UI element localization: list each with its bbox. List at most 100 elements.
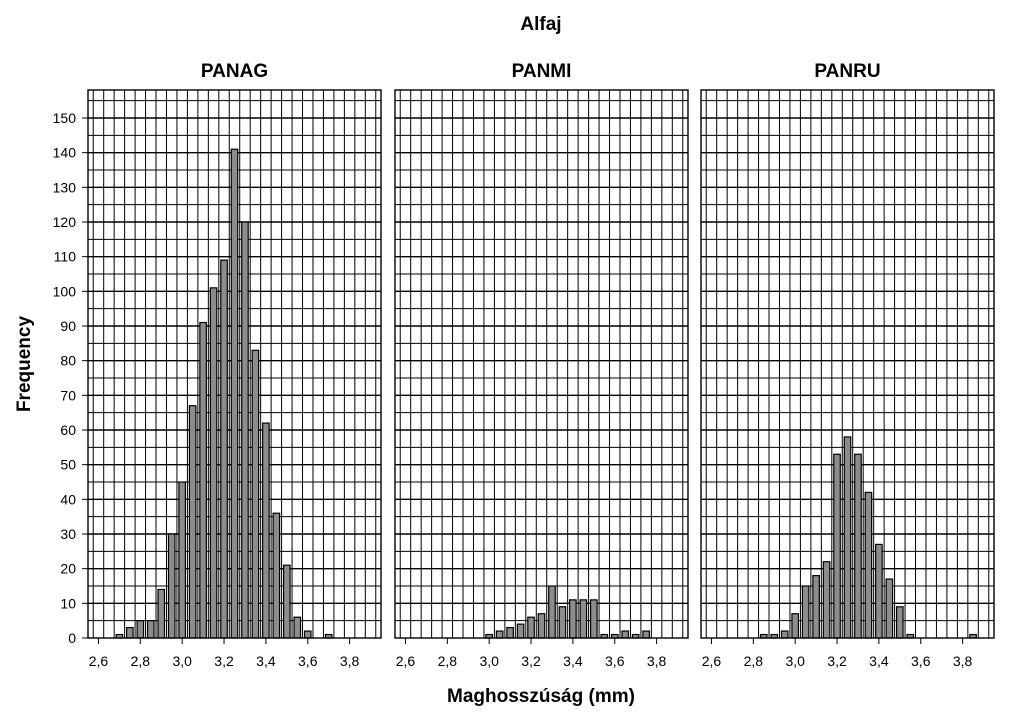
x-tick-label: 2,8 <box>438 653 458 669</box>
y-tick-label: 140 <box>53 145 77 161</box>
bar <box>569 599 577 639</box>
plot-frame <box>700 89 995 639</box>
bar <box>527 616 535 639</box>
bar <box>157 588 166 639</box>
x-tick-label: 2,8 <box>131 653 151 669</box>
bar <box>220 259 228 639</box>
x-axis: 2,6 2,8 3,0 3,2 3,4 3,6 3,8 <box>89 638 360 669</box>
bar <box>537 613 546 639</box>
y-tick-label: 120 <box>53 214 77 230</box>
bar <box>895 606 904 639</box>
x-tick-label: 3,0 <box>172 653 192 669</box>
x-tick-label: 3,0 <box>479 653 499 669</box>
x-tick-label: 3,6 <box>911 653 931 669</box>
panel-title: PANRU <box>814 61 880 82</box>
bar <box>791 613 800 639</box>
panels: PANAG 2,6 2,8 3,0 3,2 3,4 3,6 3,8 0 10 20 30 40 50 60 7… <box>53 61 995 669</box>
bar <box>126 626 134 639</box>
bar <box>209 287 218 639</box>
bars <box>485 585 650 639</box>
y-tick-label: 70 <box>60 387 76 403</box>
y-tick-label: 20 <box>60 561 76 577</box>
y-tick-label: 50 <box>60 457 76 473</box>
bar <box>589 599 598 639</box>
bar <box>801 585 810 639</box>
bar <box>230 148 239 639</box>
grid <box>701 90 994 638</box>
plot-frame <box>87 89 382 639</box>
x-tick-label: 3,8 <box>953 653 973 669</box>
y-tick-label: 130 <box>53 179 77 195</box>
y-tick-label: 40 <box>60 491 76 507</box>
y-tick-label: 150 <box>53 110 77 126</box>
y-tick-label: 90 <box>60 318 76 334</box>
bar <box>495 630 504 639</box>
bar <box>875 543 883 639</box>
x-tick-label: 3,4 <box>256 653 276 669</box>
y-tick-label: 80 <box>60 353 76 369</box>
bar <box>516 623 525 639</box>
bar <box>579 599 588 639</box>
panel-title: PANMI <box>512 61 572 82</box>
x-tick-label: 3,6 <box>605 653 625 669</box>
panel-panag: PANAG 2,6 2,8 3,0 3,2 3,4 3,6 3,8 0 10 20 30 40 50 60 7… <box>53 61 382 669</box>
panel-panru: PANRU 2,6 2,8 3,0 3,2 3,4 3,6 3,8 <box>700 61 995 669</box>
bar <box>780 630 789 639</box>
x-tick-label: 2,8 <box>744 653 764 669</box>
y-tick-label: 60 <box>60 422 76 438</box>
x-tick-label: 3,0 <box>785 653 805 669</box>
bar <box>642 630 650 639</box>
x-tick-label: 3,8 <box>340 653 360 669</box>
bar <box>621 630 630 639</box>
y-tick-label: 110 <box>54 249 77 265</box>
bar <box>146 620 155 639</box>
x-axis-label: Maghosszúság (mm) <box>447 686 635 707</box>
bar <box>864 491 873 639</box>
y-tick-label: 100 <box>53 283 77 299</box>
bar <box>251 349 260 639</box>
plot-area <box>395 90 688 638</box>
bar <box>167 533 176 639</box>
x-tick-label: 3,4 <box>563 653 583 669</box>
x-axis: 2,6 2,8 3,0 3,2 3,4 3,6 3,8 <box>396 638 667 669</box>
x-tick-label: 2,6 <box>396 653 416 669</box>
bar <box>854 453 862 639</box>
bar <box>241 221 249 639</box>
x-tick-label: 3,2 <box>827 653 847 669</box>
x-tick-label: 2,6 <box>702 653 722 669</box>
x-tick-label: 3,8 <box>647 653 667 669</box>
bar <box>506 626 514 639</box>
bar <box>833 453 841 639</box>
bar <box>136 620 145 639</box>
bar <box>272 512 281 639</box>
bar <box>262 422 270 639</box>
bar <box>548 585 556 639</box>
bar <box>812 574 820 639</box>
y-axis-label: Frequency <box>14 316 35 413</box>
y-tick-label: 30 <box>60 526 76 542</box>
x-tick-label: 3,2 <box>214 653 234 669</box>
y-tick-label: 0 <box>68 630 76 646</box>
bar <box>885 578 894 639</box>
x-tick-label: 2,6 <box>89 653 109 669</box>
panel-panmi: PANMI 2,6 2,8 3,0 3,2 3,4 3,6 3,8 <box>394 61 689 669</box>
x-axis: 2,6 2,8 3,0 3,2 3,4 3,6 3,8 <box>702 638 973 669</box>
bar <box>558 606 567 639</box>
chart-title: Alfaj <box>520 14 561 35</box>
bar <box>178 481 187 639</box>
bar <box>822 561 831 639</box>
x-tick-label: 3,2 <box>521 653 541 669</box>
grid <box>395 90 688 638</box>
plot-frame <box>394 89 689 639</box>
bar <box>199 321 207 639</box>
y-axis: 0 10 20 30 40 50 60 70 80 90 100 110 120 130 140 150 <box>53 110 88 646</box>
bar <box>282 564 291 639</box>
panel-title: PANAG <box>201 61 268 82</box>
bar <box>843 436 852 639</box>
bar <box>303 630 312 639</box>
bar <box>188 405 197 639</box>
y-tick-label: 10 <box>60 595 76 611</box>
bar <box>293 616 302 639</box>
x-tick-label: 3,6 <box>298 653 318 669</box>
